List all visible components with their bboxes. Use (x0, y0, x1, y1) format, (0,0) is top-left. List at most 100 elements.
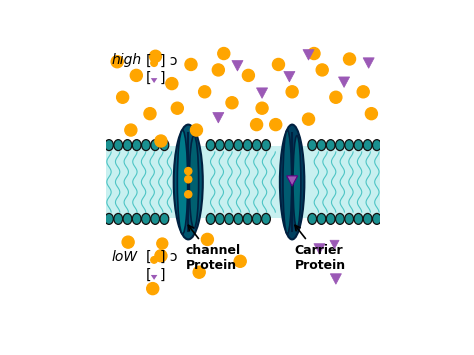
Circle shape (234, 255, 246, 267)
Ellipse shape (225, 140, 233, 151)
Polygon shape (213, 113, 224, 123)
Ellipse shape (234, 213, 243, 224)
Circle shape (357, 86, 369, 98)
Ellipse shape (308, 213, 317, 224)
Text: ] ↄ: ] ↄ (160, 54, 177, 67)
Ellipse shape (173, 125, 203, 239)
Ellipse shape (114, 213, 123, 224)
Text: [: [ (146, 250, 151, 264)
Polygon shape (363, 58, 374, 68)
Ellipse shape (283, 130, 292, 234)
Circle shape (185, 59, 197, 71)
Ellipse shape (151, 213, 160, 224)
Circle shape (191, 124, 202, 136)
Circle shape (226, 97, 238, 109)
Ellipse shape (345, 213, 354, 224)
Ellipse shape (345, 140, 354, 151)
Ellipse shape (132, 140, 141, 151)
Ellipse shape (160, 213, 169, 224)
Ellipse shape (123, 140, 132, 151)
Text: [: [ (146, 71, 151, 85)
Circle shape (155, 135, 167, 147)
Ellipse shape (243, 140, 252, 151)
Circle shape (147, 283, 159, 295)
Text: ] ↄ: ] ↄ (160, 250, 177, 264)
Ellipse shape (336, 140, 344, 151)
Polygon shape (330, 274, 341, 284)
Ellipse shape (105, 213, 113, 224)
Circle shape (185, 176, 192, 183)
Ellipse shape (160, 140, 169, 151)
Ellipse shape (308, 140, 317, 151)
Polygon shape (287, 176, 298, 186)
Text: loW: loW (112, 250, 138, 264)
Polygon shape (314, 244, 325, 254)
Ellipse shape (363, 213, 372, 224)
Ellipse shape (105, 140, 113, 151)
Circle shape (256, 102, 268, 114)
Ellipse shape (177, 130, 188, 234)
Ellipse shape (354, 213, 363, 224)
Ellipse shape (216, 213, 224, 224)
Ellipse shape (206, 140, 215, 151)
Ellipse shape (262, 140, 270, 151)
Circle shape (151, 257, 157, 263)
Ellipse shape (142, 140, 150, 151)
Circle shape (273, 59, 284, 71)
Ellipse shape (262, 213, 270, 224)
Circle shape (193, 266, 205, 278)
Ellipse shape (373, 213, 381, 224)
Ellipse shape (354, 140, 363, 151)
Ellipse shape (206, 213, 215, 224)
Circle shape (308, 48, 320, 60)
Circle shape (302, 113, 315, 125)
Ellipse shape (280, 125, 304, 239)
Circle shape (122, 236, 134, 248)
Circle shape (130, 69, 142, 81)
Ellipse shape (189, 136, 199, 229)
Circle shape (270, 119, 282, 131)
Ellipse shape (225, 213, 233, 224)
Circle shape (149, 50, 162, 62)
Text: ]: ] (160, 268, 165, 282)
Ellipse shape (363, 140, 372, 151)
Circle shape (155, 250, 167, 262)
Circle shape (218, 48, 230, 60)
Circle shape (185, 191, 192, 198)
Circle shape (251, 119, 263, 131)
Ellipse shape (253, 213, 261, 224)
Polygon shape (256, 88, 268, 98)
Polygon shape (151, 275, 157, 280)
Circle shape (185, 168, 192, 175)
Polygon shape (303, 50, 314, 60)
Ellipse shape (293, 136, 301, 229)
Ellipse shape (336, 213, 344, 224)
Ellipse shape (373, 140, 381, 151)
Circle shape (151, 60, 157, 66)
Circle shape (144, 108, 156, 120)
Polygon shape (338, 77, 350, 87)
Ellipse shape (234, 140, 243, 151)
Circle shape (201, 233, 213, 245)
Ellipse shape (317, 140, 326, 151)
Ellipse shape (253, 140, 261, 151)
Ellipse shape (132, 213, 141, 224)
Text: channel
Protein: channel Protein (185, 225, 241, 272)
Circle shape (212, 64, 224, 76)
Bar (106, 147, 380, 218)
Text: [: [ (146, 54, 151, 67)
Text: Carrier
Protein: Carrier Protein (295, 225, 346, 272)
Ellipse shape (123, 213, 132, 224)
Circle shape (199, 86, 210, 98)
Circle shape (330, 91, 342, 103)
Circle shape (286, 86, 298, 98)
Circle shape (242, 69, 255, 81)
Ellipse shape (151, 140, 160, 151)
Text: [: [ (146, 268, 151, 282)
Ellipse shape (114, 140, 123, 151)
Circle shape (316, 64, 328, 76)
Circle shape (365, 108, 377, 120)
Ellipse shape (326, 213, 335, 224)
Polygon shape (151, 78, 157, 83)
Polygon shape (284, 71, 295, 82)
